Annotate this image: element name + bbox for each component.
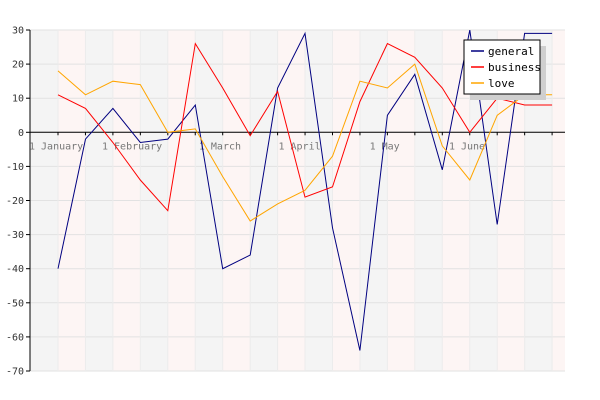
legend-label-general: general xyxy=(488,45,534,58)
y-tick-label: 30 xyxy=(12,26,24,37)
legend: general business love xyxy=(463,39,546,100)
y-tick-label: -10 xyxy=(6,162,24,173)
series-line-love xyxy=(57,63,553,222)
legend-label-business: business xyxy=(488,61,541,74)
x-tick-label: 1 April xyxy=(278,141,320,152)
x-tick-label: 1 May xyxy=(370,141,400,152)
y-tick-label: -50 xyxy=(6,298,24,309)
series-line-general xyxy=(57,30,553,351)
x-tick-label: 1 January xyxy=(29,141,83,152)
y-tick-label: -20 xyxy=(6,196,24,207)
grid-lines xyxy=(30,29,565,372)
series-line-business xyxy=(57,42,553,212)
y-tick-label: 10 xyxy=(12,94,24,105)
legend-label-love: love xyxy=(488,77,515,90)
y-tick-label: -40 xyxy=(6,264,24,275)
x-tick-label: 1 February xyxy=(102,141,162,152)
y-tick-label: -70 xyxy=(6,367,24,378)
y-tick-label: 0 xyxy=(18,128,24,139)
y-tick-label: -30 xyxy=(6,230,24,241)
legend-box xyxy=(463,39,541,95)
x-axis: 1 January 1 February 1 March 1 April 1 May 1 … xyxy=(29,131,565,152)
y-tick-label: 20 xyxy=(12,60,24,71)
y-axis: 30 20 10 0 -10 -20 -30 -40 -50 -60 -70 xyxy=(6,26,31,378)
series-lines xyxy=(57,30,553,351)
x-tick-label: 1 June xyxy=(449,141,485,152)
x-tick-label: 1 March xyxy=(199,141,241,152)
y-tick-label: -60 xyxy=(6,332,24,343)
